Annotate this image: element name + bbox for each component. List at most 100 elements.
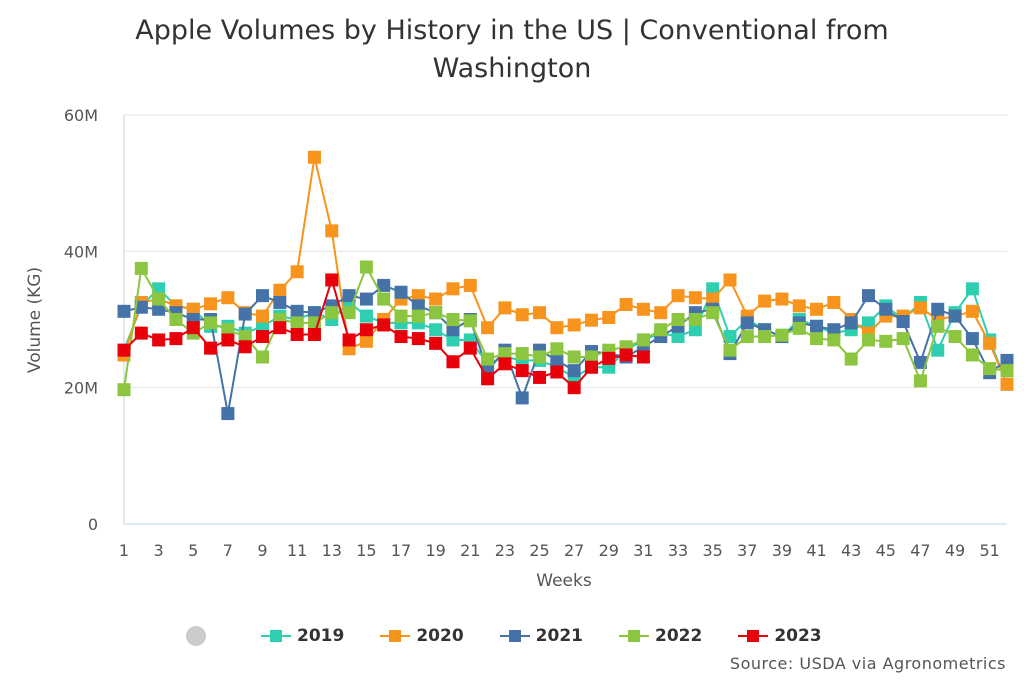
data-point-2022[interactable] [827,333,841,347]
data-point-2023[interactable] [152,333,166,347]
data-point-2023[interactable] [411,332,425,346]
data-point-2021[interactable] [411,299,425,313]
data-point-2021[interactable] [342,289,356,303]
data-point-2023[interactable] [567,381,581,395]
data-point-2022[interactable] [948,330,962,344]
data-point-2019[interactable] [931,343,945,357]
data-point-2023[interactable] [584,360,598,374]
data-point-2023[interactable] [186,321,200,335]
data-point-2023[interactable] [550,365,564,379]
data-point-2023[interactable] [359,323,373,337]
data-point-2021[interactable] [567,364,581,378]
data-point-2022[interactable] [169,313,183,326]
data-point-2020[interactable] [654,306,668,320]
data-point-2022[interactable] [256,350,270,364]
data-point-2020[interactable] [983,336,997,350]
data-point-2022[interactable] [394,309,408,323]
data-point-2022[interactable] [204,316,218,330]
data-point-2023[interactable] [117,343,131,357]
data-point-2022[interactable] [134,261,148,275]
data-point-2020[interactable] [965,304,979,318]
data-point-2023[interactable] [602,351,616,365]
data-point-2020[interactable] [723,273,737,287]
data-point-2020[interactable] [584,313,598,327]
data-point-2020[interactable] [792,299,806,313]
data-point-2021[interactable] [152,302,166,316]
data-point-2020[interactable] [186,302,200,316]
data-point-2020[interactable] [810,302,824,316]
data-point-2022[interactable] [446,313,460,326]
data-point-2022[interactable] [567,350,581,364]
data-point-2022[interactable] [152,292,166,306]
data-point-2022[interactable] [481,352,495,366]
data-point-2022[interactable] [1000,364,1014,378]
data-point-2021[interactable] [117,304,131,318]
series-2021[interactable] [117,278,1014,421]
data-point-2021[interactable] [134,300,148,314]
data-point-2020[interactable] [463,278,477,292]
data-point-2019[interactable] [359,309,373,323]
data-point-2020[interactable] [1000,377,1014,391]
data-point-2020[interactable] [775,292,789,306]
data-point-2022[interactable] [810,332,824,346]
series-2023[interactable] [117,273,650,395]
data-point-2023[interactable] [204,341,218,355]
data-point-2020[interactable] [602,310,616,324]
data-point-2021[interactable] [931,302,945,316]
data-point-2022[interactable] [844,352,858,366]
data-point-2023[interactable] [377,318,391,332]
data-point-2020[interactable] [550,321,564,335]
data-point-2021[interactable] [965,332,979,346]
data-point-2023[interactable] [325,273,339,287]
series-2020[interactable] [117,150,1014,391]
data-point-2021[interactable] [256,289,270,303]
data-point-2020[interactable] [256,309,270,323]
data-point-2022[interactable] [740,330,754,344]
legend-item-2023[interactable]: 2023 [738,626,822,646]
data-point-2021[interactable] [740,316,754,330]
series-2022[interactable] [117,260,1014,397]
data-point-2022[interactable] [463,314,477,328]
data-point-2022[interactable] [983,362,997,376]
data-point-2020[interactable] [411,289,425,303]
data-point-2022[interactable] [931,319,945,333]
data-point-2020[interactable] [481,321,495,335]
data-point-2020[interactable] [671,289,685,303]
data-point-2023[interactable] [221,333,235,347]
data-point-2020[interactable] [758,294,772,308]
data-point-2022[interactable] [584,350,598,364]
data-point-2019[interactable] [446,333,460,347]
data-point-2020[interactable] [429,292,443,306]
data-point-2022[interactable] [636,333,650,347]
data-point-2022[interactable] [117,383,131,397]
data-point-2022[interactable] [498,347,512,361]
legend-toggle-button[interactable] [186,626,206,646]
data-point-2022[interactable] [325,306,339,320]
data-point-2020[interactable] [619,298,633,312]
data-point-2021[interactable] [515,391,529,405]
data-point-2020[interactable] [636,302,650,316]
data-point-2022[interactable] [688,313,702,326]
data-point-2022[interactable] [342,306,356,320]
data-point-2023[interactable] [498,357,512,371]
data-point-2020[interactable] [688,291,702,305]
data-point-2022[interactable] [359,260,373,274]
data-point-2020[interactable] [325,224,339,238]
data-point-2020[interactable] [290,265,304,279]
data-point-2021[interactable] [377,278,391,292]
data-point-2021[interactable] [844,316,858,330]
data-point-2022[interactable] [792,321,806,335]
data-point-2023[interactable] [238,340,252,354]
data-point-2022[interactable] [723,343,737,357]
data-point-2021[interactable] [394,285,408,299]
data-point-2020[interactable] [706,292,720,306]
data-point-2021[interactable] [827,323,841,337]
data-point-2023[interactable] [515,364,529,378]
data-point-2020[interactable] [221,291,235,305]
data-point-2022[interactable] [238,330,252,344]
data-point-2021[interactable] [896,315,910,329]
data-point-2023[interactable] [342,333,356,347]
data-point-2023[interactable] [481,372,495,386]
data-point-2021[interactable] [550,353,564,367]
data-point-2020[interactable] [307,150,321,164]
